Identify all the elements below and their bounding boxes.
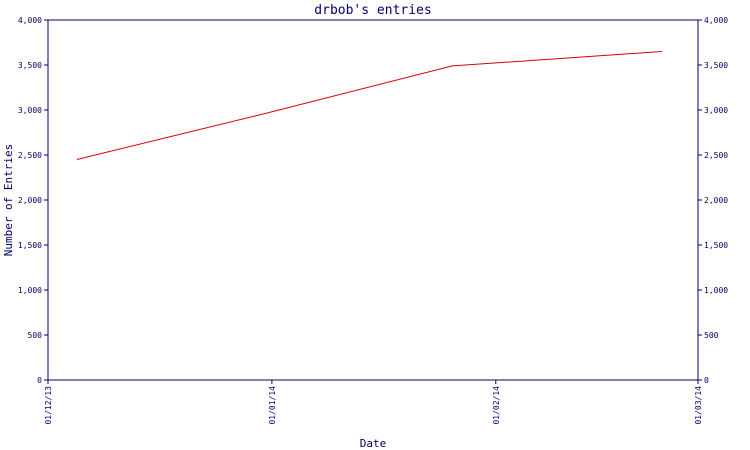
y-tick-label-left: 3,500 <box>18 61 42 70</box>
x-tick-label: 01/01/14 <box>268 386 277 425</box>
y-tick-label-right: 0 <box>704 376 709 385</box>
y-axis-title: Number of Entries <box>2 144 15 257</box>
x-tick-label: 01/12/13 <box>44 386 53 425</box>
y-axis-right: 0 500 1,000 1,500 2,000 2,500 3,000 3,500 4,000 <box>698 16 728 385</box>
y-tick-label-right: 2,000 <box>704 196 728 205</box>
y-tick-label-right: 1,500 <box>704 241 728 250</box>
y-axis-left: 0 500 1,000 1,500 2,000 2,500 3,000 3,500 4,000 <box>18 16 48 385</box>
y-tick-label-left: 4,000 <box>18 16 42 25</box>
x-tick-label: 01/02/14 <box>492 386 501 425</box>
y-tick-label-left: 3,000 <box>18 106 42 115</box>
y-tick-label-right: 4,000 <box>704 16 728 25</box>
series-layer <box>76 51 662 160</box>
series-line <box>76 51 662 160</box>
y-tick-label-right: 2,500 <box>704 151 728 160</box>
y-tick-label-left: 1,000 <box>18 286 42 295</box>
y-tick-label-left: 500 <box>28 331 43 340</box>
y-tick-label-left: 0 <box>37 376 42 385</box>
x-axis: 01/12/13 01/01/14 01/02/14 01/03/14 <box>44 380 703 425</box>
y-tick-label-left: 2,500 <box>18 151 42 160</box>
y-tick-label-right: 3,000 <box>704 106 728 115</box>
y-tick-label-left: 1,500 <box>18 241 42 250</box>
x-tick-label: 01/03/14 <box>694 386 703 425</box>
plot-frame <box>47 19 699 381</box>
x-axis-title: Date <box>360 437 387 450</box>
y-tick-label-left: 2,000 <box>18 196 42 205</box>
y-tick-label-right: 500 <box>704 331 719 340</box>
y-tick-label-right: 1,000 <box>704 286 728 295</box>
y-tick-label-right: 3,500 <box>704 61 728 70</box>
chart-title: drbob's entries <box>314 3 431 18</box>
